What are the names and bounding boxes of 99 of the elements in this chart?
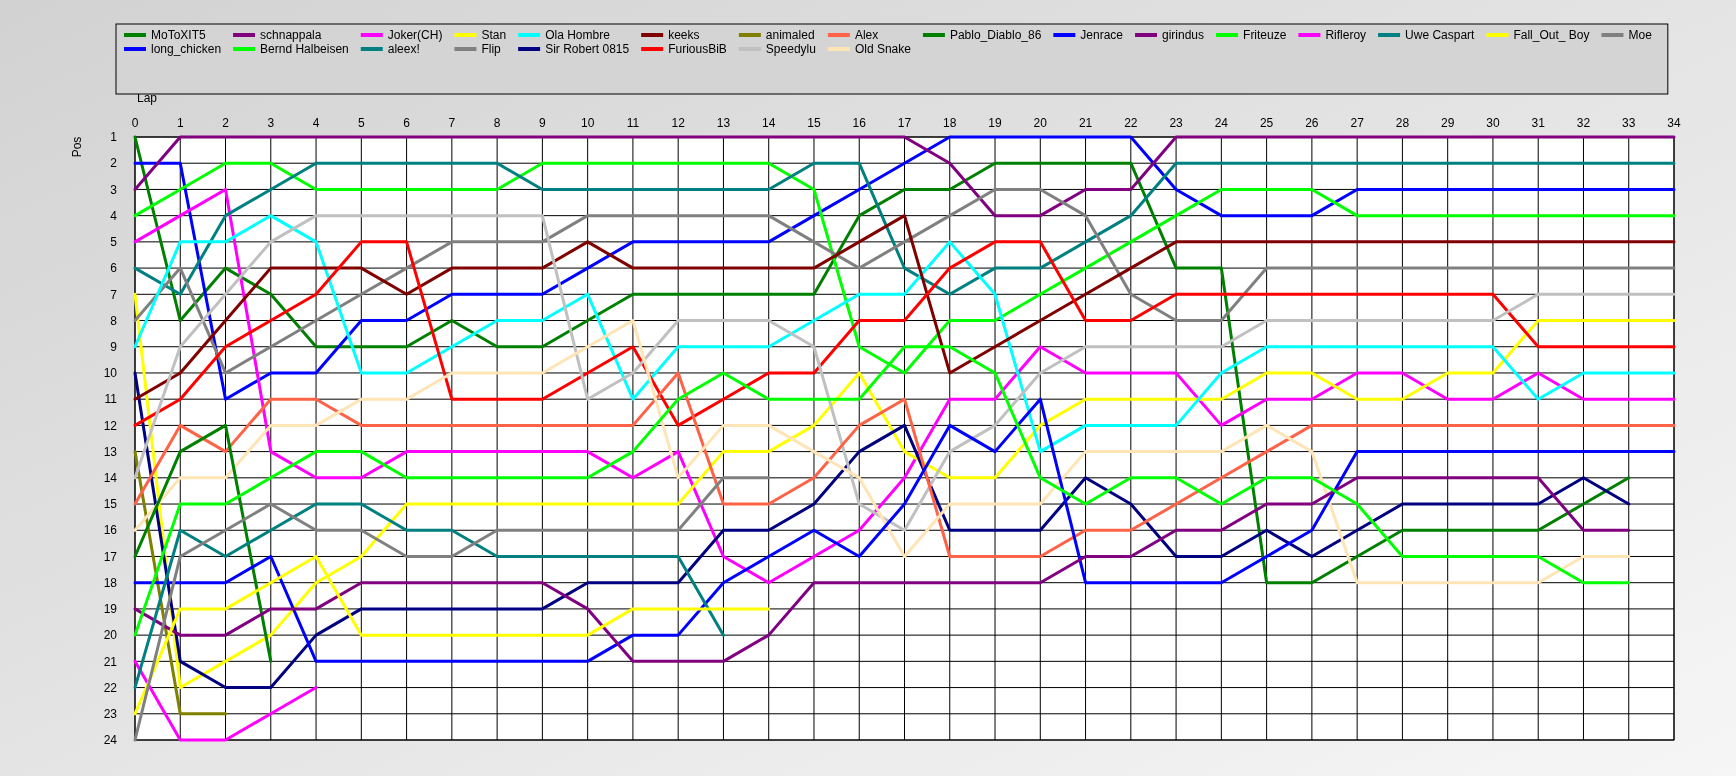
line-series [133, 659, 318, 742]
legend-label: Flip [481, 42, 502, 56]
y-tick-label: 2 [110, 156, 118, 171]
x-tick-label: 27 [1350, 116, 1365, 130]
x-tick-label: 4 [312, 116, 320, 130]
line-series [133, 502, 725, 690]
legend-label: MoToXIT5 [151, 28, 207, 42]
legend-label: keeks [668, 28, 700, 42]
x-tick-label: 8 [493, 116, 501, 130]
x-tick-label: 32 [1576, 116, 1591, 130]
y-tick-label: 16 [103, 523, 118, 538]
legend-label: Jenrace [1080, 28, 1124, 42]
y-tick-label: 1 [110, 130, 118, 145]
y-tick-label: 11 [104, 392, 118, 407]
legend-label: girindus [1162, 28, 1205, 42]
x-tick-label: 19 [988, 116, 1003, 130]
line-series [133, 214, 1676, 401]
legend-label: Alex [854, 28, 879, 42]
x-tick-label: 11 [626, 116, 640, 130]
x-tick-label: 12 [671, 116, 686, 130]
legend-label: long_chicken [151, 42, 222, 56]
x-tick-label: 13 [716, 116, 731, 130]
line-series [133, 319, 1631, 585]
line-series [133, 397, 1676, 663]
y-tick-label: 21 [103, 654, 118, 669]
legend-label: Friteuze [1243, 28, 1287, 42]
x-tick-label: 23 [1169, 116, 1184, 130]
line-series [133, 476, 1631, 663]
y-tick-label: 20 [103, 628, 118, 643]
x-tick-label: 7 [448, 116, 456, 130]
legend-label: Rifleroy [1325, 28, 1367, 42]
line-series [133, 161, 1676, 296]
line-series [133, 371, 1676, 558]
x-tick-label: 10 [580, 116, 595, 130]
x-tick-label: 21 [1078, 116, 1093, 130]
line-series [133, 214, 1676, 454]
y-tick-label: 12 [103, 418, 118, 433]
legend-label: aleex! [387, 42, 420, 56]
y-tick-label: 22 [103, 680, 118, 695]
x-tick-label: 28 [1395, 116, 1410, 130]
line-series [133, 371, 1631, 690]
legend-label: Moe [1628, 28, 1653, 42]
x-tick-label: 9 [539, 116, 547, 130]
x-tick-label: 18 [943, 116, 957, 130]
x-tick-label: 14 [762, 116, 776, 130]
y-tick-label: 23 [103, 706, 118, 721]
x-tick-label: 3 [267, 116, 275, 130]
legend-label: Sir Robert 0815 [545, 42, 630, 56]
x-tick-label: 31 [1531, 116, 1546, 130]
legend-label: FuriousBiB [668, 42, 727, 56]
x-tick-label: 5 [357, 116, 365, 130]
y-axis-title: Pos [70, 136, 84, 158]
y-tick-label: 3 [110, 182, 118, 197]
x-axis-title: Lap [137, 91, 158, 105]
y-tick-label: 4 [110, 208, 118, 223]
y-tick-label: 7 [110, 287, 118, 302]
x-tick-label: 22 [1124, 116, 1138, 130]
y-tick-label: 8 [110, 313, 118, 328]
x-tick-label: 1 [176, 116, 184, 130]
x-tick-label: 26 [1305, 116, 1319, 130]
line-series [133, 214, 1676, 532]
y-tick-label: 13 [103, 444, 118, 459]
y-tick-label: 18 [103, 575, 118, 590]
x-tick-label: 25 [1259, 116, 1274, 130]
x-tick-label: 30 [1486, 116, 1500, 130]
x-tick-label: 15 [807, 116, 821, 130]
line-series [133, 240, 1676, 427]
legend-label: Ola Hombre [545, 28, 611, 42]
x-tick-label: 33 [1622, 116, 1636, 130]
legend-label: Pablo_Diablo_86 [949, 28, 1042, 42]
x-tick-label: 6 [403, 116, 411, 130]
legend-label: Fall_Out_ Boy [1513, 28, 1590, 42]
x-tick-label: 2 [222, 116, 230, 130]
y-tick-label: 6 [110, 261, 118, 276]
legend-label: Speedylu [765, 42, 816, 56]
legend-label: Stan [481, 28, 507, 42]
legend-label: Old Snake [854, 42, 912, 56]
y-tick-label: 10 [103, 366, 118, 381]
x-tick-label: 16 [852, 116, 867, 130]
legend-label: Uwe Caspart [1405, 28, 1476, 42]
x-tick-label: 34 [1667, 116, 1681, 130]
y-tick-label: 15 [103, 497, 118, 512]
y-tick-label: 5 [110, 235, 118, 250]
legend-label: animaled [765, 28, 815, 42]
x-tick-label: 17 [897, 116, 912, 130]
line-series [133, 476, 771, 742]
line-series [133, 423, 273, 663]
y-tick-label: 24 [103, 733, 118, 748]
y-tick-label: 9 [110, 339, 118, 354]
legend-label: Bernd Halbeisen [260, 42, 349, 56]
y-tick-label: 17 [103, 549, 118, 564]
x-tick-label: 20 [1033, 116, 1048, 130]
x-tick-label: 29 [1441, 116, 1455, 130]
y-tick-label: 14 [103, 471, 118, 486]
y-tick-label: 19 [103, 602, 118, 617]
legend-label: Joker(CH) [387, 28, 443, 42]
legend-label: schnappala [260, 28, 322, 42]
x-tick-label: 24 [1214, 116, 1229, 130]
x-tick-label: 0 [131, 116, 139, 130]
